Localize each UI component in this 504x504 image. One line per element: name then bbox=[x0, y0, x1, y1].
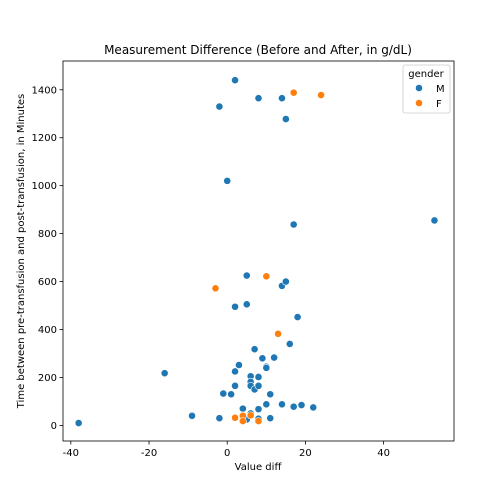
x-tick-label: -40 bbox=[63, 448, 79, 459]
legend-marker-m bbox=[415, 84, 423, 92]
data-point-f bbox=[254, 417, 263, 426]
plot-area bbox=[62, 60, 455, 442]
y-tick-label: 800 bbox=[38, 229, 57, 240]
data-point-m bbox=[262, 400, 271, 409]
data-point-m bbox=[254, 405, 263, 414]
legend-label-f: F bbox=[436, 99, 442, 110]
x-tick-label: 0 bbox=[224, 448, 230, 459]
data-point-m bbox=[231, 367, 239, 376]
data-point-m bbox=[281, 115, 290, 123]
data-point-f bbox=[211, 284, 220, 293]
y-tick-label: 1200 bbox=[32, 133, 57, 144]
data-points bbox=[74, 76, 439, 427]
data-point-m bbox=[266, 390, 275, 399]
data-point-m bbox=[231, 302, 239, 311]
data-point-m bbox=[242, 271, 251, 280]
data-point-m bbox=[235, 361, 243, 369]
data-point-f bbox=[246, 411, 255, 420]
y-tick-label: 1400 bbox=[32, 85, 57, 96]
data-point-m bbox=[160, 369, 169, 378]
x-tick-label: -20 bbox=[141, 448, 157, 459]
data-point-m bbox=[215, 102, 224, 111]
x-tick-label: 40 bbox=[377, 448, 390, 459]
data-point-m bbox=[231, 76, 239, 85]
data-point-m bbox=[270, 353, 279, 362]
data-point-f bbox=[289, 88, 298, 97]
data-point-m bbox=[289, 402, 298, 411]
legend-label-m: M bbox=[436, 84, 445, 95]
y-tick-label: 200 bbox=[38, 373, 57, 384]
data-point-f bbox=[262, 272, 271, 281]
data-point-m bbox=[250, 345, 259, 354]
data-point-m bbox=[278, 94, 286, 103]
data-point-f bbox=[317, 91, 325, 99]
data-point-m bbox=[289, 220, 298, 229]
legend-box bbox=[402, 64, 451, 114]
y-tick-label: 0 bbox=[51, 421, 57, 432]
y-axis: 0 200 400 600 800 1000 1200 1400 bbox=[32, 85, 63, 432]
x-axis: -40 -20 0 20 40 bbox=[63, 441, 390, 459]
data-point-m bbox=[227, 390, 236, 399]
data-point-m bbox=[223, 176, 232, 185]
y-tick-label: 1000 bbox=[32, 181, 57, 192]
y-axis-title: Time between pre-transfusion and post-tr… bbox=[16, 94, 27, 410]
data-point-m bbox=[254, 381, 263, 390]
data-point-m bbox=[215, 414, 224, 423]
data-point-m bbox=[258, 354, 267, 363]
data-point-m bbox=[254, 94, 263, 103]
legend: gender M F bbox=[402, 64, 451, 114]
data-point-m bbox=[188, 411, 196, 420]
data-point-m bbox=[242, 300, 251, 309]
data-point-m bbox=[430, 216, 439, 225]
y-tick-label: 400 bbox=[38, 325, 57, 336]
data-point-m bbox=[238, 404, 247, 413]
data-point-f bbox=[238, 417, 247, 426]
data-point-m bbox=[266, 414, 275, 423]
x-tick-label: 20 bbox=[299, 448, 312, 459]
legend-marker-f bbox=[415, 99, 423, 107]
data-point-m bbox=[231, 381, 239, 390]
data-point-m bbox=[309, 403, 318, 412]
data-point-m bbox=[278, 400, 286, 409]
chart-title: Measurement Difference (Before and After… bbox=[104, 43, 412, 57]
data-point-m bbox=[254, 373, 263, 381]
x-axis-title: Value diff bbox=[235, 462, 283, 473]
data-point-m bbox=[297, 401, 306, 409]
data-point-m bbox=[262, 363, 271, 372]
data-point-m bbox=[74, 419, 83, 427]
data-point-m bbox=[285, 340, 294, 348]
legend-title: gender bbox=[408, 69, 444, 80]
y-tick-label: 600 bbox=[38, 277, 57, 288]
data-point-f bbox=[274, 329, 282, 338]
data-point-m bbox=[219, 389, 228, 398]
data-point-f bbox=[231, 413, 239, 422]
data-point-m bbox=[281, 277, 290, 286]
data-point-m bbox=[293, 313, 302, 321]
